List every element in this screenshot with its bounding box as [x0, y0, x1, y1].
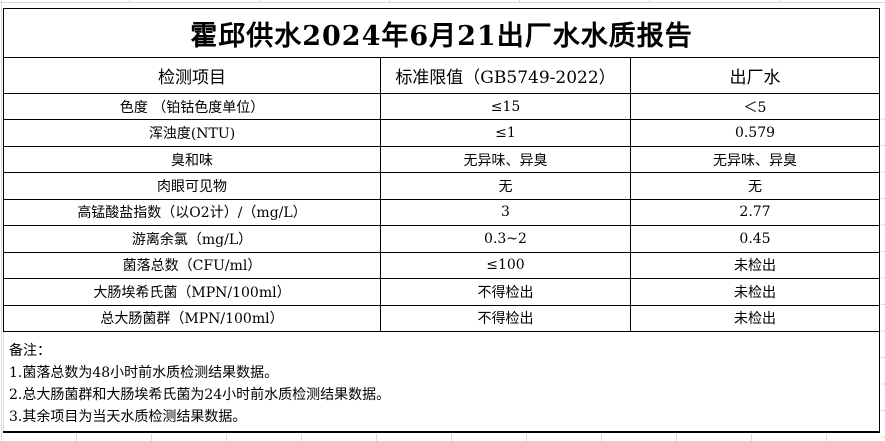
- value-cell: 无异味、异臭: [630, 146, 879, 173]
- limit-cell: 不得检出: [380, 305, 630, 331]
- header-standard-limit: 标准限值（GB5749-2022）: [380, 58, 630, 93]
- limit-cell: ≤1: [380, 120, 630, 146]
- gridline-bottom-verticals: [2, 434, 885, 441]
- table-row: 肉眼可见物 无 无: [4, 173, 879, 200]
- gridline-notes-left: [3, 332, 4, 431]
- table-row: 总大肠菌群（MPN/100ml） 不得检出 未检出: [4, 305, 879, 332]
- item-cell: 色度 （铂钴色度单位）: [119, 99, 265, 116]
- header-test-item: 检测项目: [158, 68, 226, 88]
- limit-cell: ≤15: [380, 94, 630, 120]
- limit-cell: 3: [380, 199, 630, 226]
- table-row: 色度 （铂钴色度单位） ≤15 ＜5: [4, 94, 879, 121]
- gridline-right-horizontals: [881, 93, 885, 441]
- note-line-2: 2.总大肠菌群和大肠埃希氏菌为24小时前水质检测结果数据。: [9, 386, 391, 403]
- report-title: 霍邱供水2024年6月21出厂水水质报告: [4, 9, 879, 58]
- value-cell: 未检出: [630, 252, 879, 279]
- item-cell: 总大肠菌群（MPN/100ml）: [100, 311, 284, 328]
- item-cell: 菌落总数（CFU/ml）: [122, 258, 262, 275]
- value-cell: 未检出: [630, 279, 879, 305]
- gridline-left: [1, 0, 2, 441]
- limit-cell: 无: [380, 173, 630, 199]
- limit-cell: 无异味、异臭: [380, 146, 630, 173]
- table-header-row: 检测项目 标准限值（GB5749-2022） 出厂水: [4, 58, 879, 94]
- value-cell: 未检出: [630, 305, 879, 331]
- notes-block: 备注： 1.菌落总数为48小时前水质检测结果数据。 2.总大肠菌群和大肠埃希氏菌…: [4, 332, 879, 431]
- item-cell: 大肠埃希氏菌（MPN/100ml）: [93, 284, 291, 301]
- item-cell: 高锰酸盐指数（以O2计）/（mg/L）: [77, 205, 307, 222]
- item-cell: 游离余氯（mg/L）: [131, 231, 253, 248]
- table-row: 大肠埃希氏菌（MPN/100ml） 不得检出 未检出: [4, 279, 879, 306]
- value-cell: 0.579: [630, 120, 879, 146]
- table-row: 高锰酸盐指数（以O2计）/（mg/L） 3 2.77: [4, 199, 879, 227]
- value-cell: 2.77: [630, 199, 879, 226]
- item-cell: 臭和味: [171, 152, 213, 169]
- item-cell: 肉眼可见物: [157, 179, 227, 196]
- table-row: 臭和味 无异味、异臭 无异味、异臭: [4, 146, 879, 174]
- table-row: 菌落总数（CFU/ml） ≤100 未检出: [4, 252, 879, 280]
- gridline-top-verticals: [0, 0, 885, 3]
- limit-cell: 不得检出: [380, 279, 630, 305]
- table-row: 浑浊度(NTU) ≤1 0.579: [4, 120, 879, 147]
- table-row: 游离余氯（mg/L） 0.3~2 0.45: [4, 226, 879, 253]
- limit-cell: 0.3~2: [380, 226, 630, 252]
- water-quality-report-table: 霍邱供水2024年6月21出厂水水质报告 检测项目 标准限值（GB5749-20…: [3, 8, 880, 433]
- header-outgoing-water: 出厂水: [630, 58, 879, 93]
- value-cell: ＜5: [630, 94, 879, 120]
- value-cell: 无: [630, 173, 879, 199]
- limit-cell: ≤100: [380, 252, 630, 279]
- note-line-3: 3.其余项目为当天水质检测结果数据。: [9, 408, 247, 425]
- note-line-1: 1.菌落总数为48小时前水质检测结果数据。: [9, 364, 279, 381]
- item-cell: 浑浊度(NTU): [148, 126, 236, 143]
- notes-label: 备注：: [9, 342, 51, 359]
- value-cell: 0.45: [630, 226, 879, 252]
